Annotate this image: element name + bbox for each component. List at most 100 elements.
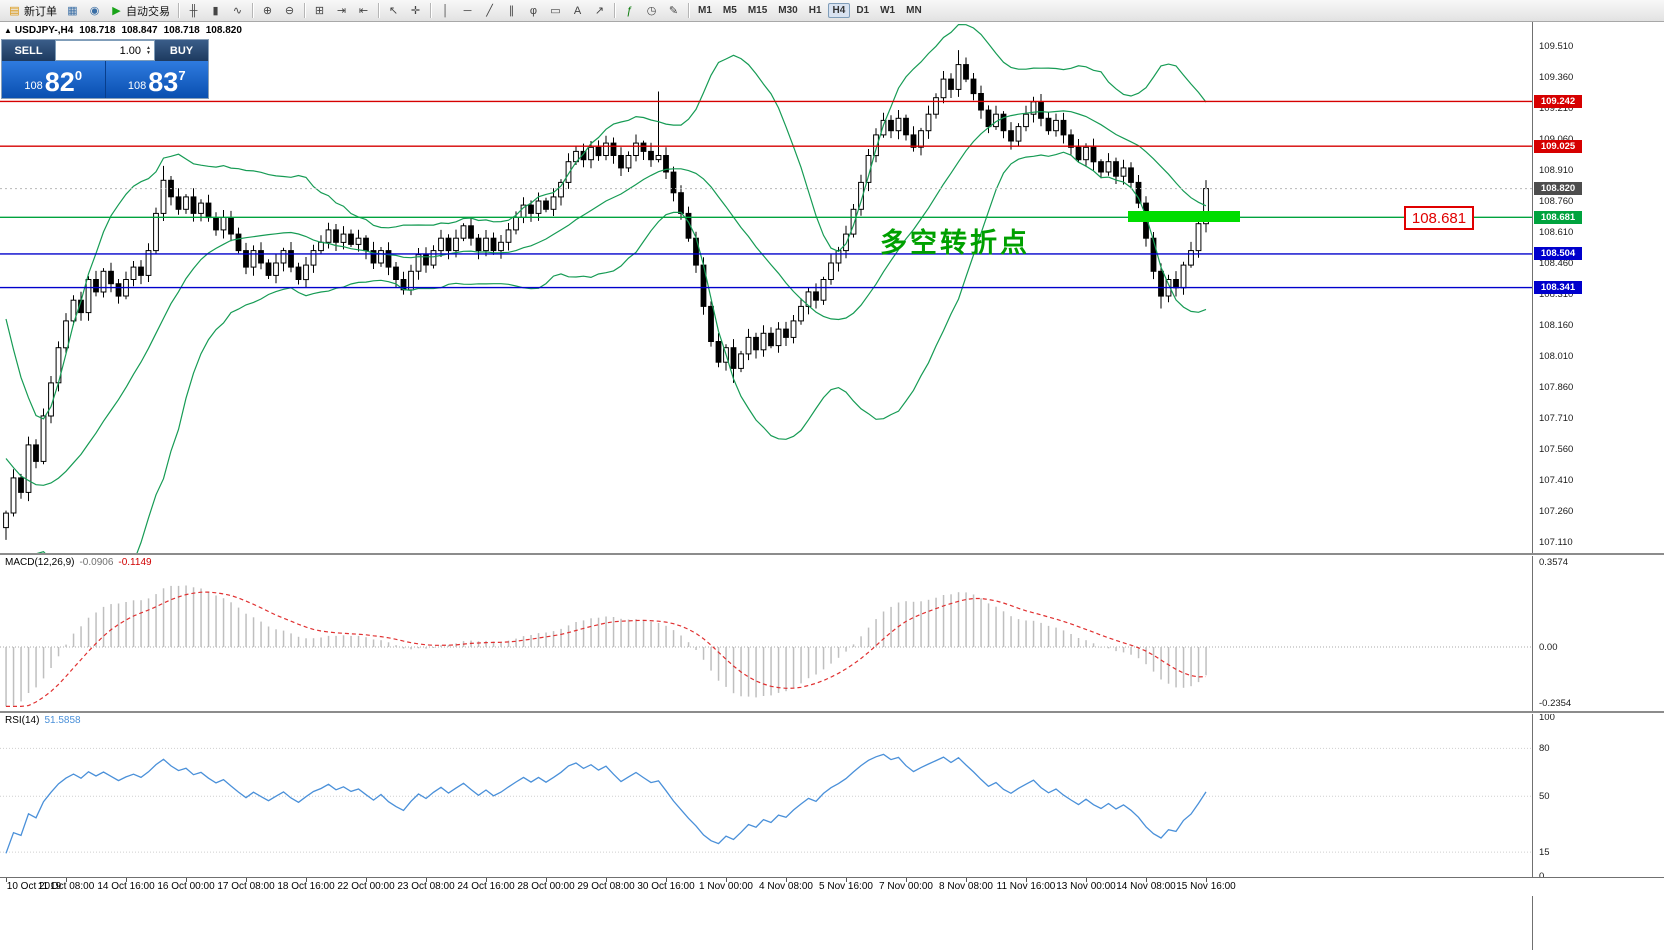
periods-button[interactable]: ◷ — [641, 1, 662, 21]
tile-windows-button[interactable]: ⊞ — [309, 1, 330, 21]
toolbar-separator — [430, 3, 431, 18]
macd-axis-label: -0.2354 — [1539, 697, 1572, 709]
rsi-axis-label: 15 — [1539, 847, 1550, 859]
price-axis-label: 107.410 — [1539, 475, 1574, 486]
market-watch-button[interactable]: ◉ — [84, 1, 105, 21]
toolbar-separator — [252, 3, 253, 18]
toolbar-separator — [304, 3, 305, 18]
zoom-in-button[interactable]: ⊕ — [257, 1, 278, 21]
panel-separator[interactable] — [0, 553, 1664, 556]
chart-shift-icon: ⇤ — [358, 4, 369, 17]
price-axis-label: 109.510 — [1539, 41, 1574, 52]
fibonacci-button[interactable]: φ — [523, 1, 544, 21]
market-watch-icon: ◉ — [89, 4, 100, 17]
chart-shift-button[interactable]: ⇤ — [353, 1, 374, 21]
zoom-out-button[interactable]: ⊖ — [279, 1, 300, 21]
time-axis-tick — [966, 878, 967, 882]
time-axis-label: 8 Nov 08:00 — [939, 881, 993, 892]
timeframe-m1-button[interactable]: M1 — [698, 5, 712, 16]
macd-panel-canvas[interactable] — [0, 555, 1532, 709]
turning-point-annotation[interactable]: 多空转折点 — [880, 228, 1030, 258]
vertical-line-button[interactable]: │ — [435, 1, 456, 21]
time-axis-label: 30 Oct 16:00 — [637, 881, 695, 892]
timeframe-m15-button[interactable]: M15 — [747, 5, 768, 16]
time-axis-tick — [546, 878, 547, 882]
candlestick-chart-button[interactable]: ▮ — [205, 1, 226, 21]
buy-price-button[interactable]: 108 83 7 — [105, 61, 208, 98]
rsi-value: 51.5858 — [44, 715, 81, 726]
timeframe-h4-button[interactable]: H4 — [827, 3, 851, 18]
volume-field[interactable]: 1.00 ▲ ▼ — [55, 40, 155, 61]
time-axis-label: 28 Oct 00:00 — [517, 881, 575, 892]
price-axis-label: 108.610 — [1539, 227, 1574, 238]
panel-separator[interactable] — [0, 711, 1664, 714]
time-axis-tick — [126, 878, 127, 882]
time-axis[interactable]: 10 Oct 2019 11 Oct 08:00 14 Oct 16:00 16 Oc… — [0, 877, 1664, 896]
crosshair-button[interactable]: ✛ — [405, 1, 426, 21]
shapes-button[interactable]: ▭ — [545, 1, 566, 21]
time-axis-label: 4 Nov 08:00 — [759, 881, 813, 892]
volume-up-icon[interactable]: ▲ — [146, 44, 151, 51]
price-axis-label: 107.110 — [1539, 537, 1573, 548]
macd-histogram — [5, 585, 1207, 707]
time-axis-tick — [486, 878, 487, 882]
cursor-button[interactable]: ↖ — [383, 1, 404, 21]
volume-spinner[interactable]: ▲ ▼ — [143, 44, 154, 56]
bar-chart-button[interactable]: ╫ — [183, 1, 204, 21]
time-axis-label: 14 Oct 16:00 — [97, 881, 155, 892]
line-chart-button[interactable]: ∿ — [227, 1, 248, 21]
channel-button[interactable]: ∥ — [501, 1, 522, 21]
arrows-button[interactable]: ↗ — [589, 1, 610, 21]
price-axis-label: 108.160 — [1539, 320, 1574, 331]
price-axis-label: 108.460 — [1539, 258, 1574, 269]
ohlc-close: 108.820 — [205, 25, 242, 36]
toolbar-separator — [378, 3, 379, 18]
price-axis-label: 108.910 — [1539, 165, 1574, 176]
charts-button[interactable]: ▦ — [62, 1, 83, 21]
new-order-button[interactable]: ▤ 新订单 — [4, 1, 61, 21]
trendline-button[interactable]: ╱ — [479, 1, 500, 21]
buy-button[interactable]: BUY — [155, 40, 208, 61]
text-button[interactable]: A — [567, 1, 588, 21]
timeframe-d1-button[interactable]: D1 — [856, 5, 870, 16]
sell-price-prefix: 108 — [24, 80, 43, 92]
horizontal-line-button[interactable]: ─ — [457, 1, 478, 21]
price-axis-label: 109.060 — [1539, 134, 1573, 145]
price-axis[interactable]: 109.510 109.360 109.210 109.060 108.910 108.7… — [1532, 22, 1664, 950]
price-axis-label: 107.710 — [1539, 413, 1574, 424]
time-axis-label: 13 Nov 00:00 — [1056, 881, 1116, 892]
auto-scroll-button[interactable]: ⇥ — [331, 1, 352, 21]
main-chart-canvas[interactable] — [0, 22, 1532, 553]
macd-main-value: -0.0906 — [79, 557, 114, 568]
buy-price-sup: 7 — [178, 68, 186, 83]
rsi-panel-canvas[interactable] — [0, 713, 1532, 877]
highlight-rectangle[interactable] — [1128, 211, 1240, 222]
time-axis-tick — [246, 878, 247, 882]
timeframe-m5-button[interactable]: M5 — [722, 5, 737, 16]
price-callout-label[interactable]: 108.681 — [1404, 206, 1474, 230]
macd-title-text: MACD(12,26,9) — [5, 557, 75, 568]
sell-price-button[interactable]: 108 82 0 — [2, 61, 106, 98]
candlesticks — [3, 50, 1209, 540]
autotrade-icon: ▶ — [112, 4, 121, 17]
trendline-icon: ╱ — [486, 4, 493, 17]
sell-button[interactable]: SELL — [2, 40, 55, 61]
time-axis-label: 15 Nov 16:00 — [1176, 881, 1236, 892]
timeframe-mn-button[interactable]: MN — [906, 5, 922, 16]
timeframe-w1-button[interactable]: W1 — [880, 5, 896, 16]
timeframe-m30-button[interactable]: M30 — [778, 5, 798, 16]
indicators-button[interactable]: ƒ — [619, 1, 640, 21]
template-button[interactable]: ✎ — [663, 1, 684, 21]
macd-signal-value: -0.1149 — [118, 557, 152, 568]
timeframe-h1-button[interactable]: H1 — [808, 5, 822, 16]
autotrade-button[interactable]: ▶ 自动交易 — [106, 1, 174, 21]
time-axis-tick — [6, 878, 7, 882]
price-tag-108.504: 108.504 — [1534, 247, 1582, 261]
charts-icon: ▦ — [67, 4, 78, 17]
collapse-trade-panel-icon[interactable]: ▲ — [4, 26, 12, 35]
volume-down-icon[interactable]: ▼ — [146, 49, 151, 56]
price-axis-label: 108.010 — [1539, 351, 1574, 362]
horizontal-line-icon: ─ — [463, 4, 472, 17]
new-order-icon: ▤ — [9, 4, 20, 17]
price-axis-label: 109.210 — [1539, 103, 1574, 114]
